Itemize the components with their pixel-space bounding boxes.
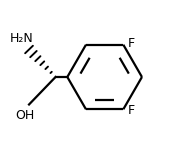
Text: H₂N: H₂N	[9, 32, 33, 45]
Text: OH: OH	[15, 109, 35, 122]
Text: F: F	[128, 37, 135, 50]
Text: F: F	[128, 104, 135, 117]
